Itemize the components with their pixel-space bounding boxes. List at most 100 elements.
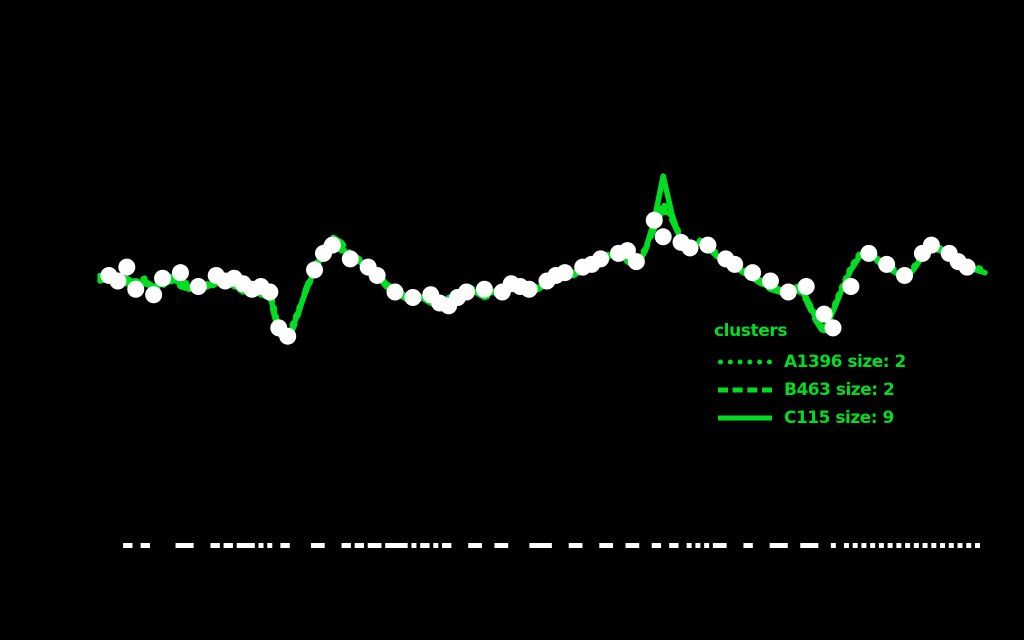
data-point-marker	[154, 269, 172, 287]
data-point-marker	[306, 261, 324, 279]
legend-item[interactable]: A1396 size: 2	[706, 348, 956, 376]
data-point-marker	[761, 272, 779, 290]
rug-tick	[398, 543, 404, 548]
rug-tick	[498, 543, 504, 548]
rug-tick	[433, 543, 439, 548]
rug-tick	[922, 543, 928, 548]
rug-tick	[975, 543, 980, 548]
rug-tick	[258, 543, 264, 548]
legend-item-label: B463 size: 2	[784, 380, 895, 400]
rug-tick	[870, 543, 876, 548]
data-point-marker	[261, 283, 279, 301]
data-point-marker	[458, 283, 476, 301]
rug-tick	[354, 543, 360, 548]
rug-tick	[957, 543, 963, 548]
data-point-marker	[878, 255, 896, 273]
rug-tick	[948, 543, 954, 548]
data-point-marker	[779, 283, 797, 301]
rug-tick	[503, 543, 509, 548]
rug-tick	[184, 543, 190, 548]
rug-tick	[446, 543, 452, 548]
rug-tick	[367, 543, 373, 548]
data-point-marker	[323, 236, 341, 254]
rug-tick	[341, 543, 347, 548]
rug-tick	[577, 543, 583, 548]
data-point-marker	[824, 319, 842, 337]
rug-tick	[267, 543, 273, 548]
data-point-marker	[109, 272, 127, 290]
data-point-marker	[475, 280, 493, 298]
data-point-marker	[145, 286, 163, 304]
rug-tick	[345, 543, 351, 548]
data-point-marker	[645, 211, 663, 229]
rug-tick	[542, 543, 548, 548]
rug-tick	[651, 543, 657, 548]
rug-tick	[319, 543, 325, 548]
rug-tick	[538, 543, 544, 548]
rug-tick	[389, 543, 395, 548]
rug-tick	[813, 543, 819, 548]
rug-tick	[310, 543, 316, 548]
rug-tick	[673, 543, 679, 548]
rug-tick	[372, 543, 378, 548]
rug-tick	[249, 543, 255, 548]
rug-tick	[179, 543, 185, 548]
data-point-marker	[127, 280, 145, 298]
rug-tick	[402, 543, 408, 548]
chart-legend: clusters A1396 size: 2 B463 size: 2 C115…	[706, 322, 956, 432]
rug-tick	[236, 543, 242, 548]
rug-tick	[393, 543, 399, 548]
rug-tick	[830, 543, 836, 548]
rug-tick	[284, 543, 290, 548]
rug-tick	[629, 543, 635, 548]
data-point-marker	[922, 236, 940, 254]
rug-tick	[887, 543, 893, 548]
rug-tick	[411, 543, 417, 548]
rug-tick	[695, 543, 701, 548]
rug-tick	[529, 543, 535, 548]
rug-tick	[214, 543, 220, 548]
rug-tick	[223, 543, 229, 548]
rug-tick	[546, 543, 552, 548]
rug-tick	[843, 543, 849, 548]
rug-tick	[573, 543, 579, 548]
rug-tick	[769, 543, 775, 548]
scatter-layer	[100, 211, 976, 345]
data-point-marker	[189, 277, 207, 295]
rug-tick	[533, 543, 539, 548]
rug-tick	[359, 543, 365, 548]
rug-tick	[210, 543, 216, 548]
rug-tick	[669, 543, 675, 548]
data-point-marker	[815, 305, 833, 323]
data-point-marker	[171, 264, 189, 282]
rug-tick	[227, 543, 233, 548]
rug-tick	[315, 543, 321, 548]
rug-tick	[468, 543, 474, 548]
legend-item[interactable]: C115 size: 9	[706, 404, 956, 432]
rug-tick	[774, 543, 780, 548]
rug-tick	[905, 543, 911, 548]
rug-tick	[123, 543, 129, 548]
rug-layer	[123, 543, 980, 548]
rug-tick	[472, 543, 478, 548]
rug-tick	[717, 543, 723, 548]
rug-tick	[140, 543, 146, 548]
rug-tick	[931, 543, 937, 548]
rug-tick	[778, 543, 784, 548]
rug-tick	[608, 543, 614, 548]
rug-tick	[861, 543, 867, 548]
legend-item[interactable]: B463 size: 2	[706, 376, 956, 404]
legend-item-label: A1396 size: 2	[784, 352, 906, 372]
rug-tick	[800, 543, 806, 548]
rug-tick	[241, 543, 247, 548]
data-point-marker	[368, 266, 386, 284]
data-point-marker	[726, 255, 744, 273]
legend-item-label: C115 size: 9	[784, 408, 894, 428]
rug-tick	[245, 543, 251, 548]
data-point-marker	[744, 264, 762, 282]
rug-tick	[634, 543, 640, 548]
rug-tick	[599, 543, 605, 548]
